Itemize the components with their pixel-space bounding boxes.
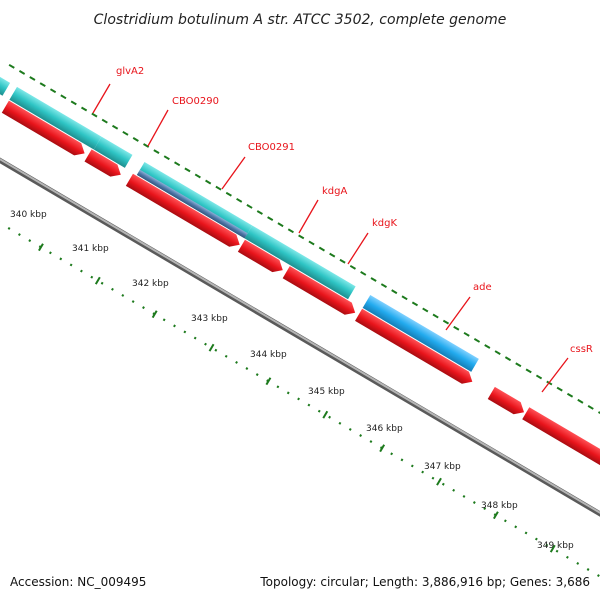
tick-label-347: 347 kbp — [424, 462, 461, 472]
cds-arrow-8 — [487, 386, 525, 415]
cds-arrow-4 — [125, 173, 240, 247]
position-scale — [0, 159, 600, 589]
outer-ticks — [8, 63, 600, 416]
feature-blue-ade — [362, 294, 479, 372]
cds-arrow-3 — [84, 149, 121, 177]
cds-track — [1, 100, 600, 505]
gene-label-ade: ade — [473, 282, 492, 293]
gene-label-cbo0290: CBO0290 — [172, 96, 219, 107]
feature-slate-cbo0291 — [136, 169, 248, 239]
cds-arrow-6 — [282, 266, 356, 315]
tick-label-345: 345 kbp — [308, 387, 345, 397]
feature-teal-glva2 — [9, 86, 102, 150]
tick-label-344: 344 kbp — [250, 350, 287, 360]
feature-teal-kdga — [244, 225, 356, 300]
tick-label-340: 340 kbp — [10, 210, 47, 220]
accession-text: Accession: NC_009495 — [10, 575, 146, 589]
gene-label-kdgk: kdgK — [372, 218, 397, 229]
tick-label-341: 341 kbp — [72, 244, 109, 254]
cds-arrow-7 — [355, 308, 473, 384]
feature-teal-cbo0290 — [93, 136, 133, 168]
gene-label-cssr: cssR — [570, 344, 593, 355]
backbone — [0, 112, 600, 543]
outer-track — [0, 52, 479, 372]
gene-label-glva2: glvA2 — [116, 66, 144, 77]
gene-label-cbo0291: CBO0291 — [248, 142, 295, 153]
gene-labels: glvA2 CBO0290 CBO0291 kdgA kdgK ade cssR — [116, 66, 593, 355]
label-leaders — [92, 83, 569, 393]
feature-teal-1 — [0, 52, 11, 96]
genome-arc — [0, 52, 600, 589]
tick-label-349: 349 kbp — [537, 541, 574, 551]
tick-label-343: 343 kbp — [191, 314, 228, 324]
tick-label-342: 342 kbp — [132, 279, 169, 289]
genome-summary-text: Topology: circular; Length: 3,886,916 bp… — [259, 575, 590, 589]
map-title: Clostridium botulinum A str. ATCC 3502, … — [94, 12, 507, 28]
tick-labels: 340 kbp 341 kbp 342 kbp 343 kbp 344 kbp … — [10, 210, 574, 551]
tick-label-348: 348 kbp — [481, 501, 518, 511]
cds-arrow-9 — [522, 407, 600, 505]
gene-label-kdga: kdgA — [322, 186, 347, 197]
tick-label-346: 346 kbp — [366, 424, 403, 434]
cds-arrow-2 — [1, 100, 85, 156]
cds-arrow-5 — [237, 239, 283, 273]
